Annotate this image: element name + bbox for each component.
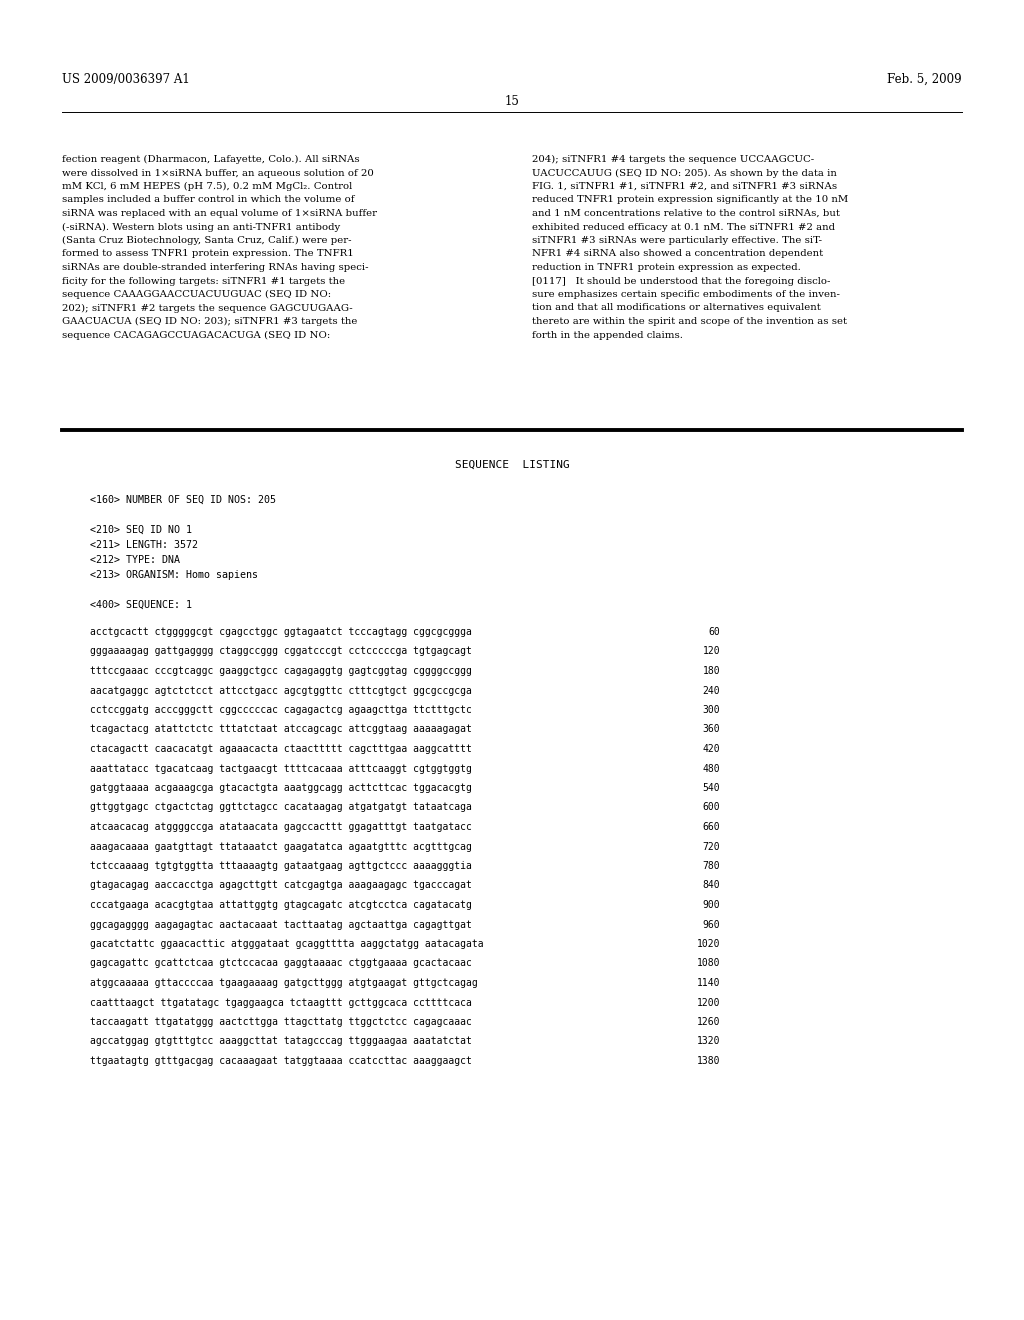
Text: <213> ORGANISM: Homo sapiens: <213> ORGANISM: Homo sapiens — [90, 570, 258, 579]
Text: 240: 240 — [702, 685, 720, 696]
Text: mM KCl, 6 mM HEPES (pH 7.5), 0.2 mM MgCl₂. Control: mM KCl, 6 mM HEPES (pH 7.5), 0.2 mM MgCl… — [62, 182, 352, 191]
Text: 900: 900 — [702, 900, 720, 909]
Text: formed to assess TNFR1 protein expression. The TNFR1: formed to assess TNFR1 protein expressio… — [62, 249, 353, 259]
Text: 15: 15 — [505, 95, 519, 108]
Text: GAACUACUA (SEQ ID NO: 203); siTNFR1 #3 targets the: GAACUACUA (SEQ ID NO: 203); siTNFR1 #3 t… — [62, 317, 357, 326]
Text: 120: 120 — [702, 647, 720, 656]
Text: (Santa Cruz Biotechnology, Santa Cruz, Calif.) were per-: (Santa Cruz Biotechnology, Santa Cruz, C… — [62, 236, 351, 246]
Text: 540: 540 — [702, 783, 720, 793]
Text: tctccaaaag tgtgtggtta tttaaaagtg gataatgaag agttgctccc aaaagggtia: tctccaaaag tgtgtggtta tttaaaagtg gataatg… — [90, 861, 472, 871]
Text: Feb. 5, 2009: Feb. 5, 2009 — [888, 73, 962, 86]
Text: 1140: 1140 — [696, 978, 720, 987]
Text: gttggtgagc ctgactctag ggttctagcc cacataagag atgatgatgt tataatcaga: gttggtgagc ctgactctag ggttctagcc cacataa… — [90, 803, 472, 813]
Text: ttgaatagtg gtttgacgag cacaaagaat tatggtaaaa ccatccttac aaaggaagct: ttgaatagtg gtttgacgag cacaaagaat tatggta… — [90, 1056, 472, 1067]
Text: gacatctattc ggaacacttic atgggataat gcaggtttta aaggctatgg aatacagata: gacatctattc ggaacacttic atgggataat gcagg… — [90, 939, 483, 949]
Text: taccaagatt ttgatatggg aactcttgga ttagcttatg ttggctctcc cagagcaaac: taccaagatt ttgatatggg aactcttgga ttagctt… — [90, 1016, 472, 1027]
Text: 204); siTNFR1 #4 targets the sequence UCCAAGCUC-: 204); siTNFR1 #4 targets the sequence UC… — [532, 154, 814, 164]
Text: 1080: 1080 — [696, 958, 720, 969]
Text: acctgcactt ctgggggcgt cgagcctggc ggtagaatct tcccagtagg cggcgcggga: acctgcactt ctgggggcgt cgagcctggc ggtagaa… — [90, 627, 472, 638]
Text: atggcaaaaa gttaccccaa tgaagaaaag gatgcttggg atgtgaagat gttgctcagag: atggcaaaaa gttaccccaa tgaagaaaag gatgctt… — [90, 978, 478, 987]
Text: NFR1 #4 siRNA also showed a concentration dependent: NFR1 #4 siRNA also showed a concentratio… — [532, 249, 823, 259]
Text: gagcagattc gcattctcaa gtctccacaa gaggtaaaac ctggtgaaaa gcactacaac: gagcagattc gcattctcaa gtctccacaa gaggtaa… — [90, 958, 472, 969]
Text: 420: 420 — [702, 744, 720, 754]
Text: 960: 960 — [702, 920, 720, 929]
Text: 780: 780 — [702, 861, 720, 871]
Text: gtagacagag aaccacctga agagcttgtt catcgagtga aaagaagagc tgacccagat: gtagacagag aaccacctga agagcttgtt catcgag… — [90, 880, 472, 891]
Text: 1260: 1260 — [696, 1016, 720, 1027]
Text: gggaaaagag gattgagggg ctaggccggg cggatcccgt cctcccccga tgtgagcagt: gggaaaagag gattgagggg ctaggccggg cggatcc… — [90, 647, 472, 656]
Text: exhibited reduced efficacy at 0.1 nM. The siTNFR1 #2 and: exhibited reduced efficacy at 0.1 nM. Th… — [532, 223, 835, 231]
Text: and 1 nM concentrations relative to the control siRNAs, but: and 1 nM concentrations relative to the … — [532, 209, 840, 218]
Text: 300: 300 — [702, 705, 720, 715]
Text: were dissolved in 1×siRNA buffer, an aqueous solution of 20: were dissolved in 1×siRNA buffer, an aqu… — [62, 169, 374, 177]
Text: samples included a buffer control in which the volume of: samples included a buffer control in whi… — [62, 195, 354, 205]
Text: <212> TYPE: DNA: <212> TYPE: DNA — [90, 554, 180, 565]
Text: ctacagactt caacacatgt agaaacacta ctaacttttt cagctttgaa aaggcatttt: ctacagactt caacacatgt agaaacacta ctaactt… — [90, 744, 472, 754]
Text: (-siRNA). Western blots using an anti-TNFR1 antibody: (-siRNA). Western blots using an anti-TN… — [62, 223, 340, 231]
Text: caatttaagct ttgatatagc tgaggaagca tctaagttt gcttggcaca ccttttcaca: caatttaagct ttgatatagc tgaggaagca tctaag… — [90, 998, 472, 1007]
Text: 480: 480 — [702, 763, 720, 774]
Text: FIG. 1, siTNFR1 #1, siTNFR1 #2, and siTNFR1 #3 siRNAs: FIG. 1, siTNFR1 #1, siTNFR1 #2, and siTN… — [532, 182, 838, 191]
Text: sequence CAAAGGAACCUACUUGUAC (SEQ ID NO:: sequence CAAAGGAACCUACUUGUAC (SEQ ID NO: — [62, 290, 331, 300]
Text: <400> SEQUENCE: 1: <400> SEQUENCE: 1 — [90, 601, 193, 610]
Text: 1380: 1380 — [696, 1056, 720, 1067]
Text: ggcagagggg aagagagtac aactacaaat tacttaatag agctaattga cagagttgat: ggcagagggg aagagagtac aactacaaat tacttaa… — [90, 920, 472, 929]
Text: agccatggag gtgtttgtcc aaaggcttat tatagcccag ttgggaagaa aaatatctat: agccatggag gtgtttgtcc aaaggcttat tatagcc… — [90, 1036, 472, 1047]
Text: 180: 180 — [702, 667, 720, 676]
Text: 1320: 1320 — [696, 1036, 720, 1047]
Text: 720: 720 — [702, 842, 720, 851]
Text: 840: 840 — [702, 880, 720, 891]
Text: <211> LENGTH: 3572: <211> LENGTH: 3572 — [90, 540, 198, 550]
Text: gatggtaaaa acgaaagcga gtacactgta aaatggcagg acttcttcac tggacacgtg: gatggtaaaa acgaaagcga gtacactgta aaatggc… — [90, 783, 472, 793]
Text: 600: 600 — [702, 803, 720, 813]
Text: 660: 660 — [702, 822, 720, 832]
Text: 360: 360 — [702, 725, 720, 734]
Text: <210> SEQ ID NO 1: <210> SEQ ID NO 1 — [90, 525, 193, 535]
Text: [0117]   It should be understood that the foregoing disclo-: [0117] It should be understood that the … — [532, 276, 830, 285]
Text: tion and that all modifications or alternatives equivalent: tion and that all modifications or alter… — [532, 304, 821, 313]
Text: US 2009/0036397 A1: US 2009/0036397 A1 — [62, 73, 189, 86]
Text: cctccggatg acccgggctt cggcccccac cagagactcg agaagcttga ttctttgctc: cctccggatg acccgggctt cggcccccac cagagac… — [90, 705, 472, 715]
Text: siRNAs are double-stranded interfering RNAs having speci-: siRNAs are double-stranded interfering R… — [62, 263, 369, 272]
Text: 1020: 1020 — [696, 939, 720, 949]
Text: aacatgaggc agtctctcct attcctgacc agcgtggttc ctttcgtgct ggcgccgcga: aacatgaggc agtctctcct attcctgacc agcgtgg… — [90, 685, 472, 696]
Text: tttccgaaac cccgtcaggc gaaggctgcc cagagaggtg gagtcggtag cggggccggg: tttccgaaac cccgtcaggc gaaggctgcc cagagag… — [90, 667, 472, 676]
Text: ficity for the following targets: siTNFR1 #1 targets the: ficity for the following targets: siTNFR… — [62, 276, 345, 285]
Text: sequence CACAGAGCCUAGACACUGA (SEQ ID NO:: sequence CACAGAGCCUAGACACUGA (SEQ ID NO: — [62, 330, 331, 339]
Text: 1200: 1200 — [696, 998, 720, 1007]
Text: cccatgaaga acacgtgtaa attattggtg gtagcagatc atcgtcctca cagatacatg: cccatgaaga acacgtgtaa attattggtg gtagcag… — [90, 900, 472, 909]
Text: SEQUENCE  LISTING: SEQUENCE LISTING — [455, 459, 569, 470]
Text: thereto are within the spirit and scope of the invention as set: thereto are within the spirit and scope … — [532, 317, 847, 326]
Text: siRNA was replaced with an equal volume of 1×siRNA buffer: siRNA was replaced with an equal volume … — [62, 209, 377, 218]
Text: aaattatacc tgacatcaag tactgaacgt ttttcacaaa atttcaaggt cgtggtggtg: aaattatacc tgacatcaag tactgaacgt ttttcac… — [90, 763, 472, 774]
Text: 202); siTNFR1 #2 targets the sequence GAGCUUGAAG-: 202); siTNFR1 #2 targets the sequence GA… — [62, 304, 352, 313]
Text: 60: 60 — [709, 627, 720, 638]
Text: UACUCCAUUG (SEQ ID NO: 205). As shown by the data in: UACUCCAUUG (SEQ ID NO: 205). As shown by… — [532, 169, 837, 178]
Text: aaagacaaaa gaatgttagt ttataaatct gaagatatca agaatgtttc acgtttgcag: aaagacaaaa gaatgttagt ttataaatct gaagata… — [90, 842, 472, 851]
Text: forth in the appended claims.: forth in the appended claims. — [532, 330, 683, 339]
Text: reduced TNFR1 protein expression significantly at the 10 nM: reduced TNFR1 protein expression signifi… — [532, 195, 848, 205]
Text: fection reagent (Dharmacon, Lafayette, Colo.). All siRNAs: fection reagent (Dharmacon, Lafayette, C… — [62, 154, 359, 164]
Text: atcaacacag atggggccga atataacata gagccacttt ggagatttgt taatgatacc: atcaacacag atggggccga atataacata gagccac… — [90, 822, 472, 832]
Text: <160> NUMBER OF SEQ ID NOS: 205: <160> NUMBER OF SEQ ID NOS: 205 — [90, 495, 276, 506]
Text: sure emphasizes certain specific embodiments of the inven-: sure emphasizes certain specific embodim… — [532, 290, 840, 300]
Text: siTNFR1 #3 siRNAs were particularly effective. The siT-: siTNFR1 #3 siRNAs were particularly effe… — [532, 236, 822, 246]
Text: tcagactacg atattctctc tttatctaat atccagcagc attcggtaag aaaaagagat: tcagactacg atattctctc tttatctaat atccagc… — [90, 725, 472, 734]
Text: reduction in TNFR1 protein expression as expected.: reduction in TNFR1 protein expression as… — [532, 263, 801, 272]
